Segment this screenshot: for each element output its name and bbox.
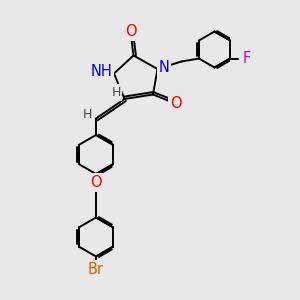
Text: F: F	[243, 51, 251, 66]
Text: O: O	[125, 24, 136, 39]
Text: H: H	[111, 86, 121, 99]
Text: O: O	[170, 96, 181, 111]
Text: NH: NH	[91, 64, 112, 80]
Text: H: H	[83, 108, 92, 122]
Text: Br: Br	[88, 262, 104, 277]
Text: N: N	[159, 60, 170, 75]
Text: O: O	[90, 175, 102, 190]
